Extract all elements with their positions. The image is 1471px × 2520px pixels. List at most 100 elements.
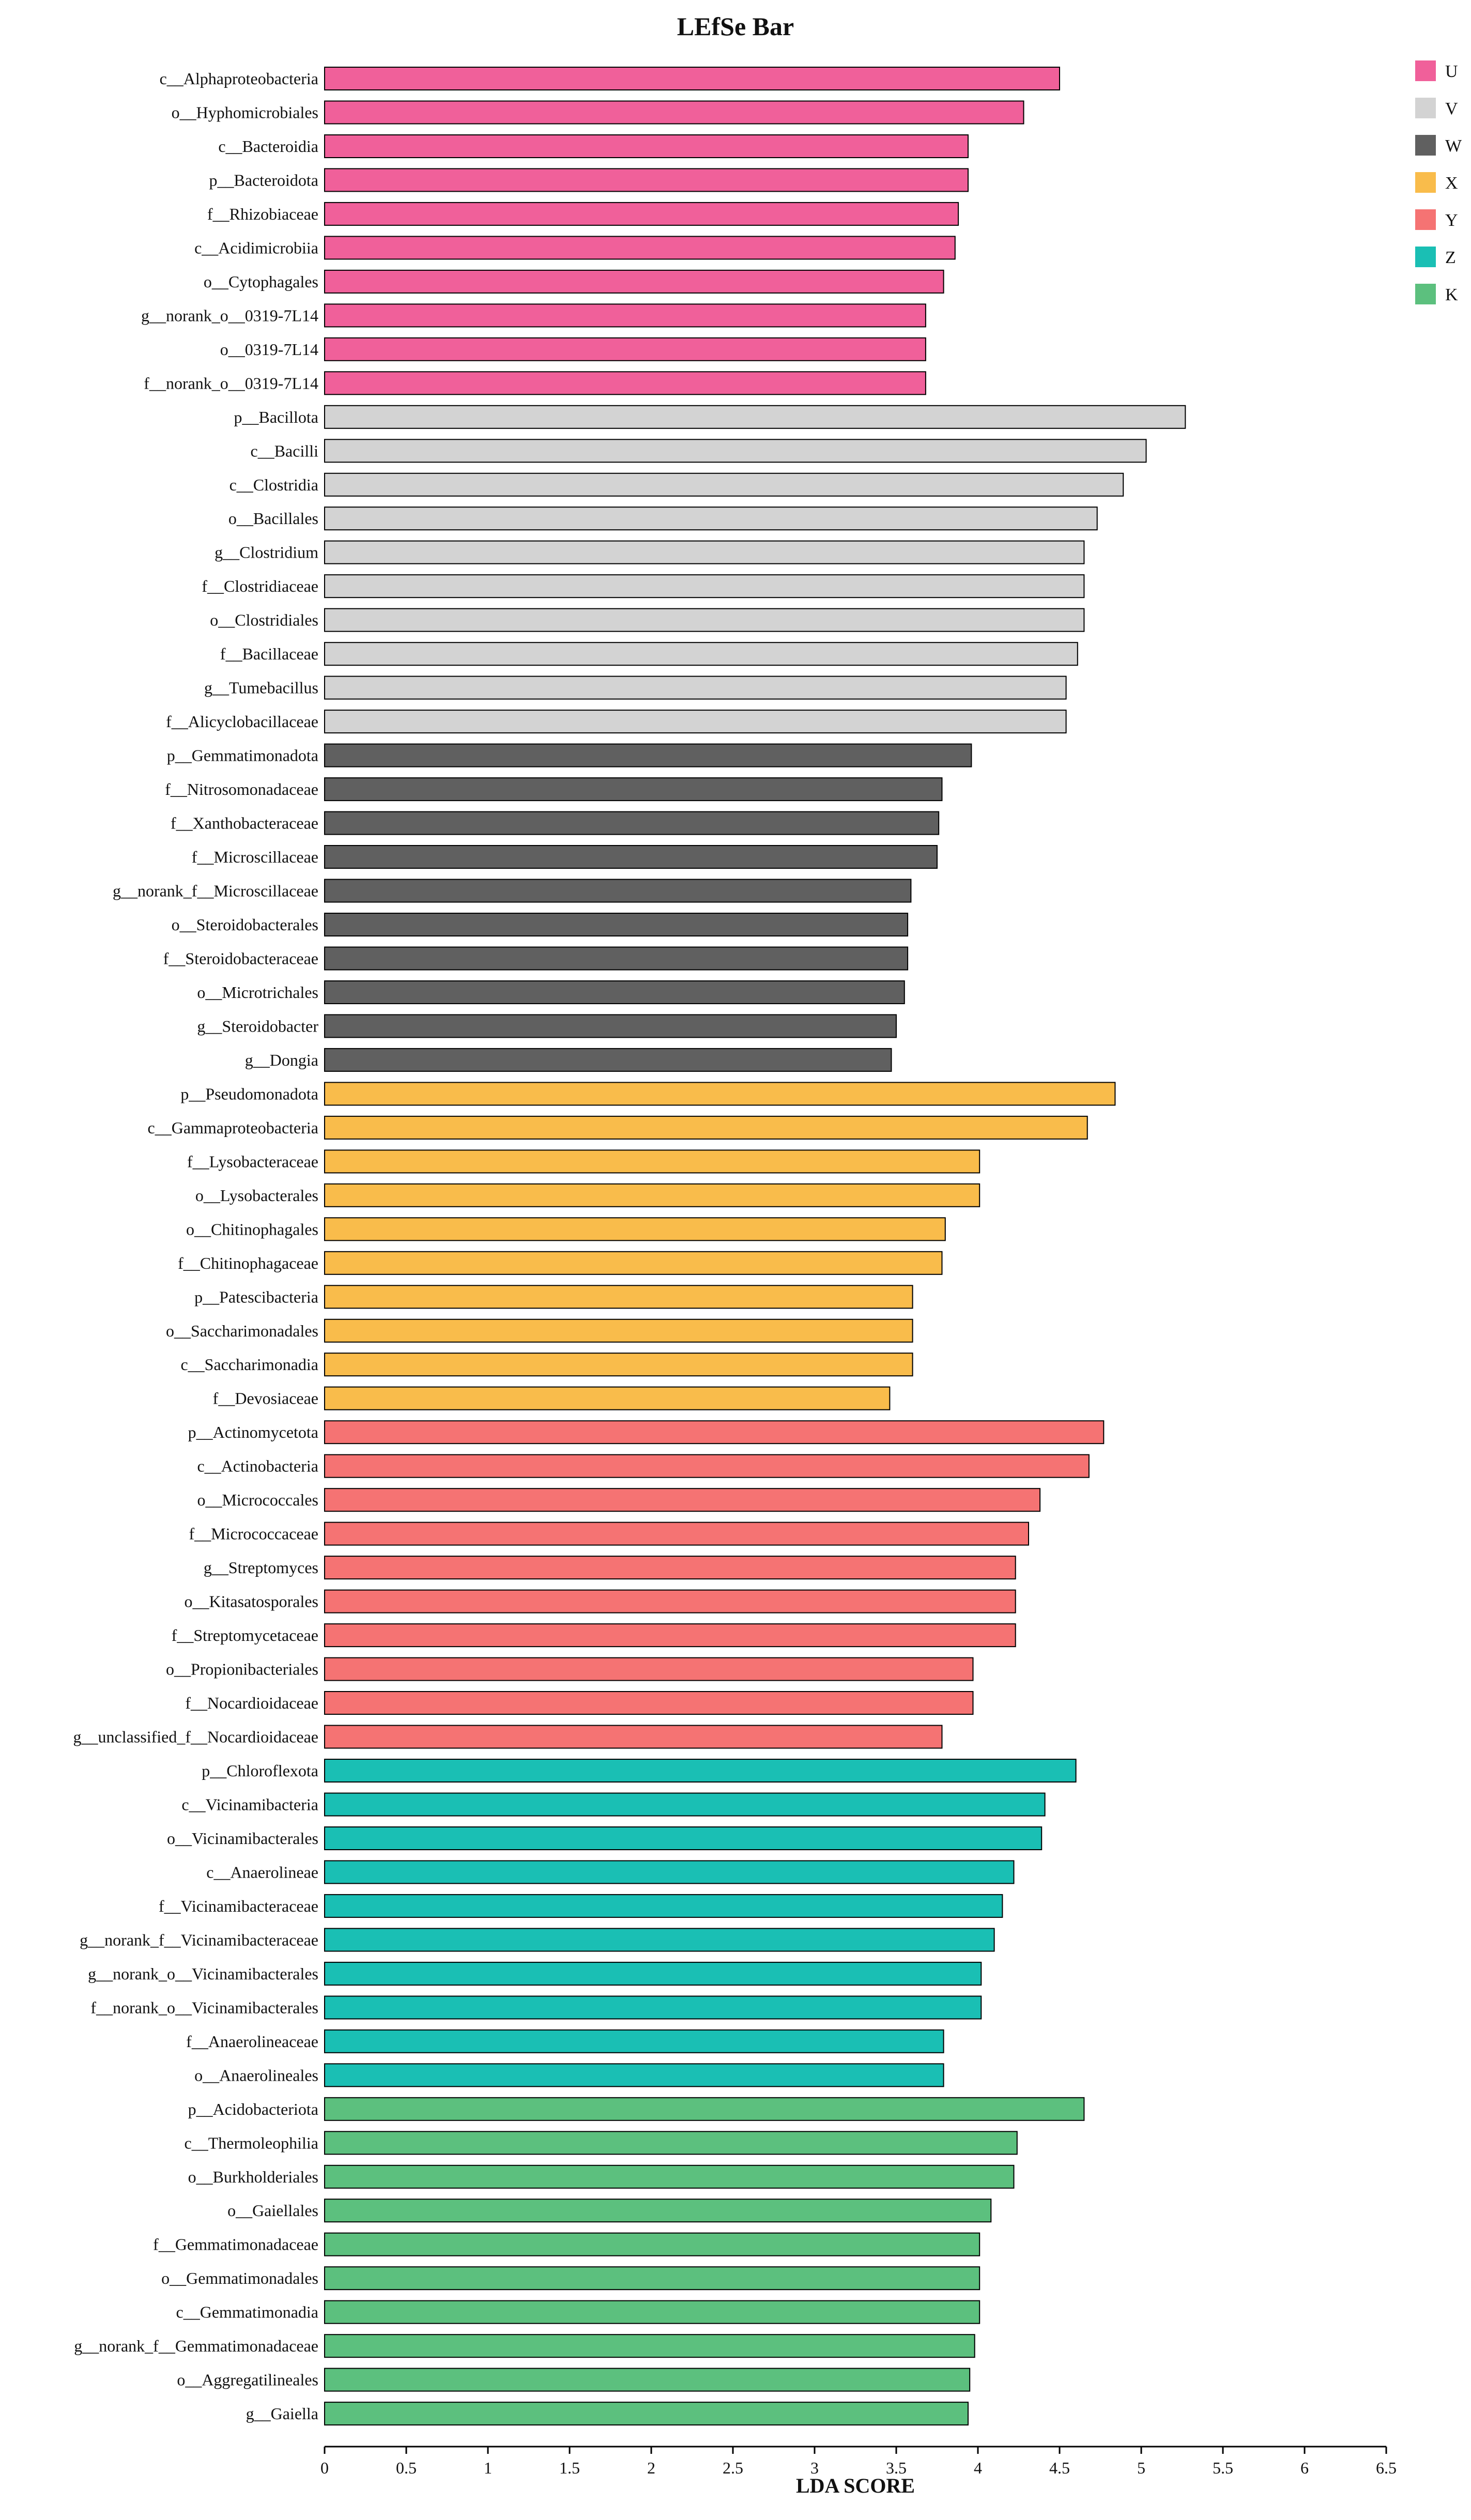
bar-o__Burkholderiales xyxy=(324,2164,1015,2189)
bar-g__norank_o__Vicinamibacterales xyxy=(324,1961,982,1986)
bar-label: f__Nitrosomonadaceae xyxy=(165,780,318,798)
legend-swatch-Y xyxy=(1415,209,1436,230)
bar-o__Steroidobacterales xyxy=(324,913,909,936)
bar-g__unclassified_f__Nocardioidaceae xyxy=(324,1725,943,1749)
bar-label: o__Gemmatimonadales xyxy=(161,2269,318,2287)
bar-o__Aggregatilineales xyxy=(324,2368,971,2392)
legend-label: K xyxy=(1445,285,1458,304)
x-tick-label: 4.5 xyxy=(1049,2458,1070,2477)
bar-label: g__Gaiella xyxy=(246,2404,318,2423)
bar-p__Chloroflexota xyxy=(324,1759,1077,1783)
bar-p__Pseudomonadota xyxy=(324,1082,1116,1106)
bar-p__Actinomycetota xyxy=(324,1420,1105,1445)
bar-p__Gemmatimonadota xyxy=(324,743,972,767)
bar-label: c__Acidimicrobiia xyxy=(194,238,318,257)
legend-label: U xyxy=(1445,62,1458,81)
bar-o__Hyphomicrobiales xyxy=(324,100,1024,125)
bar-f__Rhizobiaceae xyxy=(324,202,959,226)
legend-label: X xyxy=(1445,174,1458,193)
bar-label: p__Gemmatimonadota xyxy=(167,746,318,765)
bar-o__Micrococcales xyxy=(324,1488,1041,1512)
bar-label: f__Micrococcaceae xyxy=(189,1525,318,1543)
bar-label: g__Dongia xyxy=(245,1051,318,1069)
bar-label: f__Devosiaceae xyxy=(213,1389,318,1408)
bar-f__Devosiaceae xyxy=(324,1386,891,1410)
bar-o__Propionibacteriales xyxy=(324,1657,974,1681)
legend-label: Z xyxy=(1445,248,1456,267)
bar-label: o__Gaiellales xyxy=(227,2201,318,2220)
bar-f__norank_o__0319-7L14 xyxy=(324,371,926,395)
bar-o__Lysobacterales xyxy=(324,1183,980,1207)
bar-label: f__Rhizobiaceae xyxy=(207,205,318,223)
bar-label: o__Microtrichales xyxy=(197,983,318,1002)
bar-label: g__Clostridium xyxy=(214,543,318,562)
bar-label: f__Chitinophagaceae xyxy=(178,1254,318,1272)
bar-label: o__Chitinophagales xyxy=(186,1220,318,1238)
x-tick-label: 3.5 xyxy=(886,2458,907,2477)
x-tick-label: 5 xyxy=(1137,2458,1145,2477)
bar-c__Saccharimonadia xyxy=(324,1353,913,1377)
bar-f__Clostridiaceae xyxy=(324,574,1085,598)
bar-label: c__Anaerolineae xyxy=(206,1863,318,1881)
bar-c__Vicinamibacteria xyxy=(324,1792,1046,1817)
bar-label: c__Gammaproteobacteria xyxy=(148,1118,319,1137)
bar-label: f__Steroidobacteraceae xyxy=(163,949,318,968)
bar-label: o__Steroidobacterales xyxy=(172,915,318,934)
legend-swatch-K xyxy=(1415,284,1436,304)
bar-o__Cytophagales xyxy=(324,269,944,294)
legend-swatch-V xyxy=(1415,98,1436,118)
bar-label: g__norank_o__0319-7L14 xyxy=(141,306,318,325)
bar-label: o__Vicinamibacterales xyxy=(167,1829,318,1848)
bar-f__Micrococcaceae xyxy=(324,1522,1029,1546)
legend-label: V xyxy=(1445,99,1458,118)
bar-label: f__Gemmatimonadaceae xyxy=(153,2235,318,2254)
bar-g__norank_f__Gemmatimonadaceae xyxy=(324,2334,975,2358)
bar-label: p__Bacillota xyxy=(234,408,318,426)
bar-c__Acidimicrobiia xyxy=(324,236,956,260)
bar-label: g__unclassified_f__Nocardioidaceae xyxy=(73,1728,318,1746)
x-tick-label: 1 xyxy=(484,2458,492,2477)
bar-f__Chitinophagaceae xyxy=(324,1251,943,1275)
legend-swatch-W xyxy=(1415,135,1436,156)
bar-o__Gaiellales xyxy=(324,2199,992,2223)
bar-label: o__Anaerolineales xyxy=(194,2066,318,2084)
bar-f__Nocardioidaceae xyxy=(324,1691,974,1715)
legend-swatch-U xyxy=(1415,60,1436,81)
bar-c__Gemmatimonadia xyxy=(324,2300,980,2324)
x-axis: 0 0.5 1 1.5 2 2.5 3 3.5 4 4.5 5 5.5 6 6.5 xyxy=(320,2446,1397,2477)
bar-label: c__Alphaproteobacteria xyxy=(160,69,318,88)
bar-label: c__Vicinamibacteria xyxy=(181,1795,318,1814)
bar-o__Saccharimonadales xyxy=(324,1318,913,1343)
bars-layer: c__Alphaproteobacteria o__Hyphomicrobiale… xyxy=(73,67,1186,2426)
bar-label: p__Acidobacteriota xyxy=(188,2100,318,2118)
bar-label: g__norank_o__Vicinamibacterales xyxy=(88,1964,318,1983)
bar-c__Anaerolineae xyxy=(324,1860,1015,1884)
bar-c__Gammaproteobacteria xyxy=(324,1115,1088,1140)
bar-o__Chitinophagales xyxy=(324,1217,946,1241)
bar-o__Gemmatimonadales xyxy=(324,2266,980,2291)
bar-f__Gemmatimonadaceae xyxy=(324,2232,980,2256)
bar-label: c__Clostridia xyxy=(229,475,318,494)
legend-swatch-X xyxy=(1415,172,1436,193)
bar-g__Dongia xyxy=(324,1048,892,1072)
bar-p__Patescibacteria xyxy=(324,1285,913,1309)
bar-label: o__Clostridiales xyxy=(210,611,318,629)
bar-label: f__Streptomycetaceae xyxy=(172,1626,318,1645)
bar-label: c__Actinobacteria xyxy=(197,1457,318,1476)
x-tick-label: 1.5 xyxy=(559,2458,580,2477)
bar-label: p__Pseudomonadota xyxy=(180,1084,318,1103)
bar-g__Streptomyces xyxy=(324,1556,1016,1580)
bar-label: g__norank_f__Gemmatimonadaceae xyxy=(74,2337,318,2355)
bar-g__norank_f__Vicinamibacteraceae xyxy=(324,1928,995,1952)
x-tick-label: 0 xyxy=(320,2458,329,2477)
bar-g__norank_o__0319-7L14 xyxy=(324,303,926,328)
bar-label: f__Bacillaceae xyxy=(220,644,318,663)
bar-label: f__Clostridiaceae xyxy=(202,577,318,595)
bar-label: o__Cytophagales xyxy=(204,272,318,291)
bar-p__Bacillota xyxy=(324,405,1186,429)
bar-o__0319-7L14 xyxy=(324,337,926,361)
bar-label: o__Bacillales xyxy=(228,509,318,528)
